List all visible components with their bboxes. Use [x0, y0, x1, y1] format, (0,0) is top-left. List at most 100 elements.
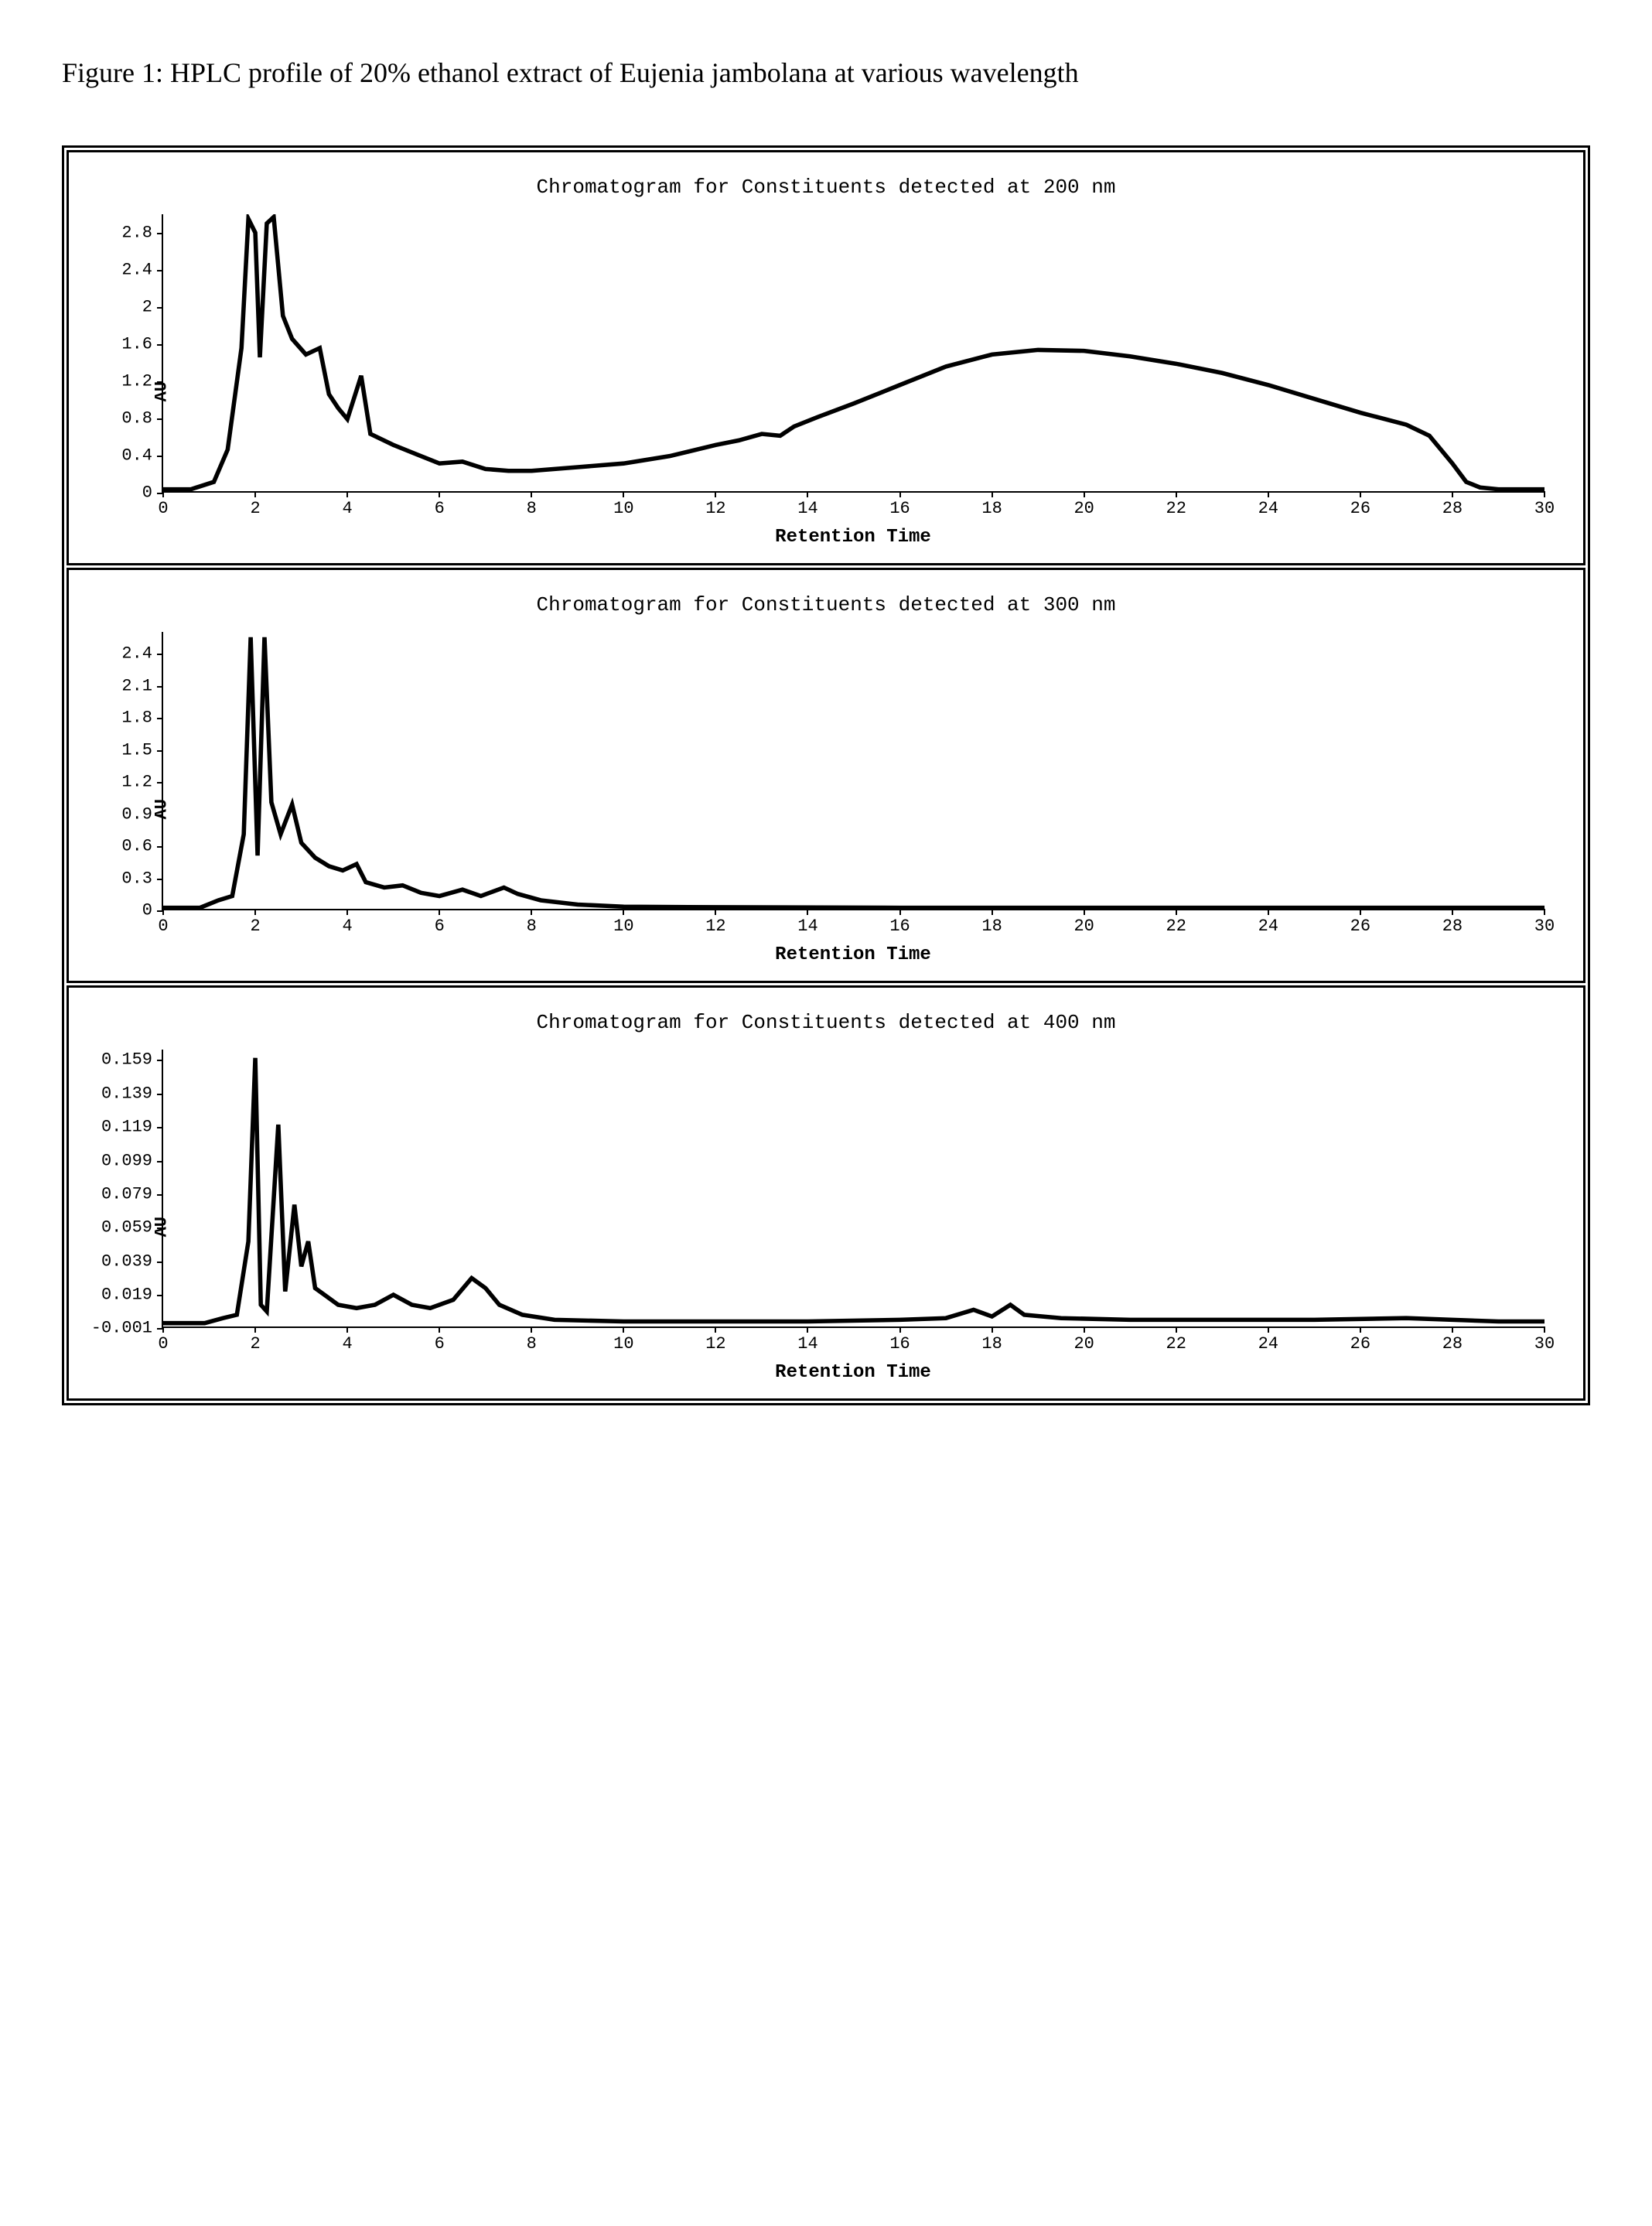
y-tick-label: 2	[142, 298, 152, 317]
y-tick-label: 1.8	[121, 708, 152, 728]
y-tick	[157, 846, 163, 848]
x-axis-label: Retention Time	[162, 1362, 1544, 1383]
y-tick-label: 0.3	[121, 869, 152, 888]
x-tick-label: 30	[1534, 917, 1555, 936]
x-tick-label: 24	[1258, 1334, 1278, 1354]
x-tick-label: 8	[527, 1334, 537, 1354]
x-tick	[162, 1326, 164, 1333]
x-tick-label: 22	[1166, 917, 1186, 936]
x-tick-label: 20	[1073, 1334, 1094, 1354]
chart-line	[163, 214, 1544, 491]
x-tick	[162, 491, 164, 497]
chart-line	[163, 1050, 1544, 1326]
y-tick	[157, 686, 163, 688]
x-tick-label: 28	[1442, 1334, 1463, 1354]
chart-area: AU 00.40.81.21.622.42.8 0246810121416182…	[162, 214, 1544, 548]
x-tick-label: 4	[343, 917, 353, 936]
y-tick	[157, 750, 163, 752]
x-tick-label: 14	[797, 917, 817, 936]
figure-container: Chromatogram for Constituents detected a…	[62, 145, 1590, 1405]
x-tick	[254, 1326, 256, 1333]
x-tick-label: 16	[889, 1334, 910, 1354]
x-tick-label: 8	[527, 917, 537, 936]
y-tick-label: 0.119	[101, 1118, 152, 1137]
x-tick-label: 4	[343, 499, 353, 518]
y-tick-label: 0.9	[121, 804, 152, 824]
x-tick-label: 6	[435, 917, 445, 936]
x-tick-label: 10	[613, 499, 633, 518]
x-tick	[439, 1326, 440, 1333]
y-tick-label: 1.6	[121, 335, 152, 354]
y-tick-label: 0.059	[101, 1218, 152, 1238]
x-tick-label: 26	[1350, 1334, 1370, 1354]
x-tick	[1176, 1326, 1177, 1333]
x-tick-label: 18	[981, 1334, 1002, 1354]
y-tick-label: 1.2	[121, 372, 152, 391]
y-tick	[157, 1060, 163, 1061]
plot-box: -0.0010.0190.0390.0590.0790.0990.1190.13…	[162, 1050, 1544, 1328]
x-tick	[531, 909, 532, 915]
y-tick-label: 1.5	[121, 740, 152, 760]
y-tick-label: 0.079	[101, 1184, 152, 1203]
x-tick-label: 12	[705, 499, 725, 518]
x-tick-label: 28	[1442, 499, 1463, 518]
x-tick	[899, 1326, 901, 1333]
x-tick-label: 12	[705, 917, 725, 936]
x-tick-label: 24	[1258, 917, 1278, 936]
y-tick	[157, 344, 163, 346]
x-tick	[439, 491, 440, 497]
x-tick-label: 10	[613, 1334, 633, 1354]
y-tick	[157, 1295, 163, 1296]
y-tick-label: 0	[142, 901, 152, 920]
x-tick	[346, 491, 348, 497]
x-tick	[531, 491, 532, 497]
x-tick-label: 22	[1166, 499, 1186, 518]
x-tick	[1360, 1326, 1361, 1333]
x-tick-label: 26	[1350, 917, 1370, 936]
y-tick-label: 0.6	[121, 837, 152, 856]
chart-panel-200nm: Chromatogram for Constituents detected a…	[67, 150, 1585, 565]
y-tick-label: 2.1	[121, 676, 152, 695]
chart-title: Chromatogram for Constituents detected a…	[92, 176, 1560, 199]
y-tick-label: 0.4	[121, 446, 152, 466]
x-tick	[807, 491, 808, 497]
plot-box: 00.40.81.21.622.42.8 0246810121416182022…	[162, 214, 1544, 493]
x-tick	[623, 1326, 624, 1333]
x-tick	[715, 491, 716, 497]
y-tick-label: 0.159	[101, 1050, 152, 1070]
y-tick	[157, 782, 163, 784]
x-tick-label: 30	[1534, 499, 1555, 518]
y-tick	[157, 1161, 163, 1163]
x-tick-label: 14	[797, 499, 817, 518]
x-tick	[1452, 1326, 1453, 1333]
y-tick	[157, 814, 163, 816]
x-tick-label: 0	[158, 917, 168, 936]
x-tick	[1268, 909, 1269, 915]
x-tick	[1544, 491, 1545, 497]
x-tick	[1268, 491, 1269, 497]
x-tick	[992, 1326, 993, 1333]
x-axis-label: Retention Time	[162, 944, 1544, 965]
x-tick	[715, 1326, 716, 1333]
x-tick-label: 18	[981, 499, 1002, 518]
x-tick	[254, 491, 256, 497]
x-tick	[162, 909, 164, 915]
x-tick	[807, 909, 808, 915]
x-tick-label: 16	[889, 499, 910, 518]
x-tick-label: 6	[435, 1334, 445, 1354]
y-tick	[157, 307, 163, 309]
y-tick	[157, 1262, 163, 1263]
chromatogram-trace	[163, 637, 1544, 908]
chart-title: Chromatogram for Constituents detected a…	[92, 1011, 1560, 1034]
y-tick	[157, 233, 163, 234]
x-tick-label: 6	[435, 499, 445, 518]
x-tick	[531, 1326, 532, 1333]
x-tick-label: 2	[250, 917, 260, 936]
y-tick	[157, 381, 163, 383]
x-tick	[254, 909, 256, 915]
y-tick-label: 0.8	[121, 409, 152, 428]
x-tick-label: 2	[250, 499, 260, 518]
x-tick	[439, 909, 440, 915]
x-tick	[1084, 909, 1085, 915]
y-tick-label: 0.099	[101, 1151, 152, 1170]
